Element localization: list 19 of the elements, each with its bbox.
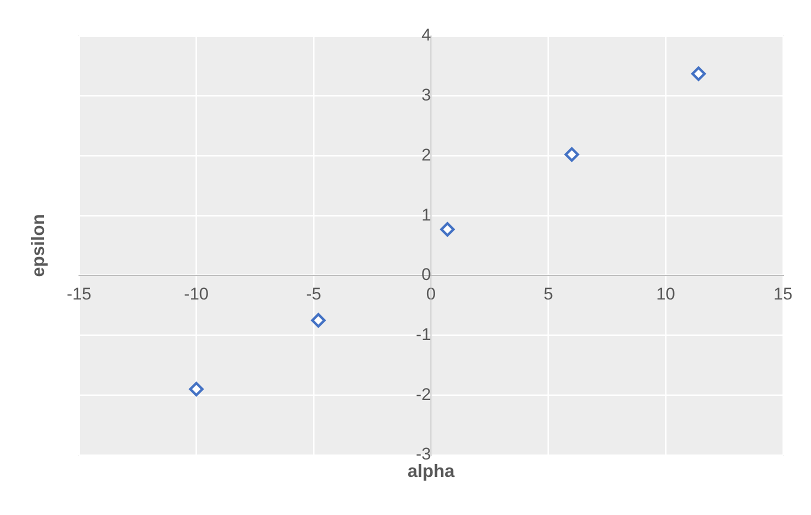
y-tick-label: -2 <box>416 384 431 404</box>
point <box>440 222 455 237</box>
point <box>691 66 706 81</box>
y-tick-label: 4 <box>422 26 431 45</box>
y-tick-label: 0 <box>422 265 431 284</box>
point <box>564 147 580 162</box>
y-tick-label: 1 <box>422 205 431 224</box>
x-tick-label: -10 <box>184 284 209 304</box>
x-tick-label: 10 <box>656 284 676 304</box>
y-axis-title: epsilon <box>28 214 48 278</box>
point <box>189 382 204 396</box>
x-tick-label: 15 <box>774 284 792 304</box>
y-tick-label: 3 <box>422 86 431 105</box>
x-tick-label: -5 <box>306 284 322 304</box>
y-tick-label: -1 <box>416 324 431 344</box>
x-tick-label: -15 <box>66 284 92 304</box>
y-tick-label: 2 <box>422 145 431 164</box>
x-tick-label: 5 <box>544 284 554 304</box>
point <box>311 313 326 328</box>
